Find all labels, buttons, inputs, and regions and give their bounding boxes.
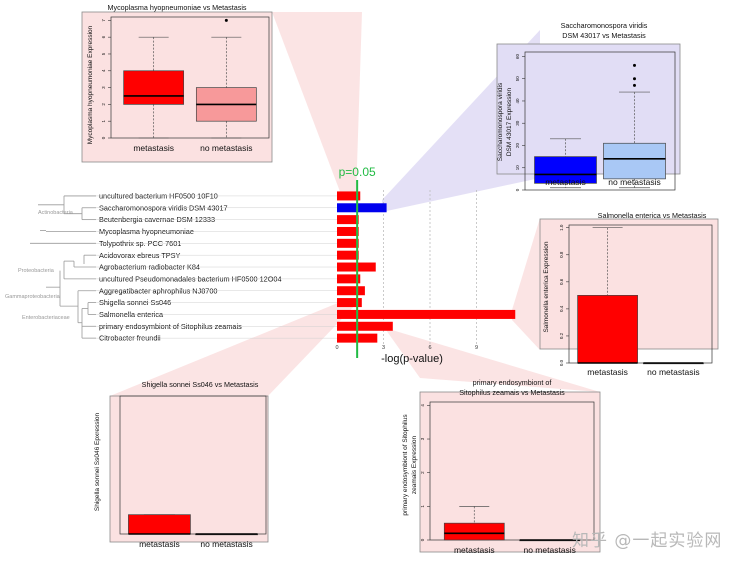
y-tick-label: 0 <box>101 136 106 139</box>
category-label: no metastasis <box>647 367 699 377</box>
outlier-point <box>633 83 636 87</box>
y-tick-label: 2 <box>420 471 425 474</box>
y-tick-label: 2 <box>101 103 106 106</box>
y-tick-label: 3 <box>420 437 425 440</box>
y-axis-label: zeamais Expression <box>411 436 418 495</box>
bar-12 <box>337 321 393 331</box>
inset-title: primary endosymbiont of <box>473 378 552 387</box>
box-metastasis <box>128 514 191 535</box>
funnel-mycoplasma <box>272 12 362 197</box>
category-label: metastasis <box>133 143 174 153</box>
category-label: no metastasis <box>608 177 660 187</box>
box-no-metastasis <box>603 142 666 180</box>
category-label: metastasis <box>545 177 586 187</box>
y-tick-label: 5 <box>101 52 106 55</box>
taxonomy-label: Enterobacteriaceae <box>22 315 70 321</box>
funnel-shigella <box>110 298 358 396</box>
category-label: metastasis <box>454 545 495 555</box>
plot-frame <box>429 401 595 541</box>
y-tick-label: 0.8 <box>559 251 564 258</box>
x-tick-label: 3 <box>382 345 385 351</box>
inset-shigella: Shigella sonnei Ss046 vs Metastasis Shige… <box>94 380 269 549</box>
y-axis-label: DSM 43017 Expression <box>506 87 513 156</box>
bar-11 <box>337 309 516 319</box>
y-tick-label: 0 <box>515 188 520 191</box>
category-label: no metastasis <box>523 545 575 555</box>
inset-title: Saccharomonospora viridis <box>561 21 648 30</box>
bar-6 <box>337 250 359 260</box>
bar-3 <box>337 215 359 225</box>
y-axis-label: primary endosymbiont of Sitophilus <box>402 414 409 516</box>
y-tick-label: 1 <box>101 119 106 122</box>
plot-frame <box>119 395 267 535</box>
taxonomy-label: Actinobacteria <box>38 210 74 216</box>
x-axis-label: -log(p-value) <box>381 353 443 365</box>
y-tick-label: 4 <box>420 404 425 407</box>
y-tick-label: 4 <box>101 69 106 72</box>
phylogeny-tree <box>30 195 96 339</box>
x-tick-label: 6 <box>428 345 431 351</box>
funnel-endosymbiont <box>386 330 600 392</box>
box-metastasis <box>123 70 185 105</box>
y-tick-label: 40 <box>515 98 520 104</box>
watermark-text: 知乎 @一起实验网 <box>572 531 723 551</box>
y-tick-label: 3 <box>101 86 106 89</box>
y-tick-label: 0.4 <box>559 305 564 312</box>
inset-title: Mycoplasma hyopneumoniae vs Metastasis <box>107 3 246 12</box>
category-label: metastasis <box>139 539 180 549</box>
plot-frame <box>568 224 713 364</box>
taxonomy-label: Gammaproteobacteria <box>5 294 61 300</box>
y-tick-label: 0 <box>420 538 425 541</box>
y-axis-label: Mycoplasma hyopneumoniae Expression <box>87 25 94 144</box>
y-tick-label: 60 <box>515 53 520 59</box>
inset-title: Salmonella enterica vs Metastasis <box>598 211 707 220</box>
inset-title: Sitophilus zeamais vs Metastasis <box>459 388 565 397</box>
outlier-point <box>224 18 228 22</box>
plot-frame <box>110 16 270 139</box>
bar-8 <box>337 274 361 284</box>
y-tick-label: 0.0 <box>559 359 564 366</box>
p-value-label: p=0.05 <box>339 165 376 179</box>
box-metastasis <box>577 295 638 364</box>
y-tick-label: 1.0 <box>559 224 564 231</box>
outlier-point <box>633 63 636 67</box>
bar-5 <box>337 238 359 248</box>
y-axis-label: Saccharomonospora viridis <box>497 82 504 161</box>
bar-10 <box>337 298 362 308</box>
bar-2 <box>337 203 387 213</box>
y-tick-label: 0.6 <box>559 278 564 285</box>
box-metastasis <box>443 522 505 541</box>
inset-mycoplasma: Mycoplasma hyopneumoniae vs Metastasis My… <box>81 3 273 163</box>
y-tick-label: 7 <box>101 19 106 22</box>
plot-frame <box>524 51 676 191</box>
taxonomy-label: Proteobacteria <box>18 268 55 274</box>
y-axis-label: Shigella sonnei Ss046 Epxression <box>94 412 101 511</box>
x-tick-label: 9 <box>475 345 478 351</box>
y-tick-label: 50 <box>515 76 520 82</box>
box-metastasis <box>534 156 597 184</box>
x-tick-label: 0 <box>335 345 338 351</box>
bar-1 <box>337 191 361 201</box>
y-tick-label: 20 <box>515 142 520 148</box>
y-tick-label: 10 <box>515 165 520 171</box>
bar-9 <box>337 286 365 296</box>
inset-title: Shigella sonnei Ss046 vs Metastasis <box>142 380 259 389</box>
main-bar-chart: 0 3 6 9 Actinobacteria Proteobacteria Gammapro… <box>5 165 516 365</box>
inset-title: DSM 43017 vs Metastasis <box>562 31 646 40</box>
category-label: no metastasis <box>200 143 252 153</box>
y-tick-label: 30 <box>515 120 520 126</box>
y-tick-label: 1 <box>420 505 425 508</box>
inset-salmonella: Salmonella enterica vs Metastasis Salmone… <box>539 211 719 377</box>
category-label: no metastasis <box>200 539 252 549</box>
outlier-point <box>633 77 636 81</box>
funnel-salmonella <box>512 218 540 350</box>
y-axis-label: Salmonella enterica Expression <box>543 241 550 332</box>
category-label: metastasis <box>587 367 628 377</box>
y-tick-label: 6 <box>101 35 106 38</box>
y-tick-label: 0.2 <box>559 332 564 339</box>
bar-4 <box>337 226 359 236</box>
